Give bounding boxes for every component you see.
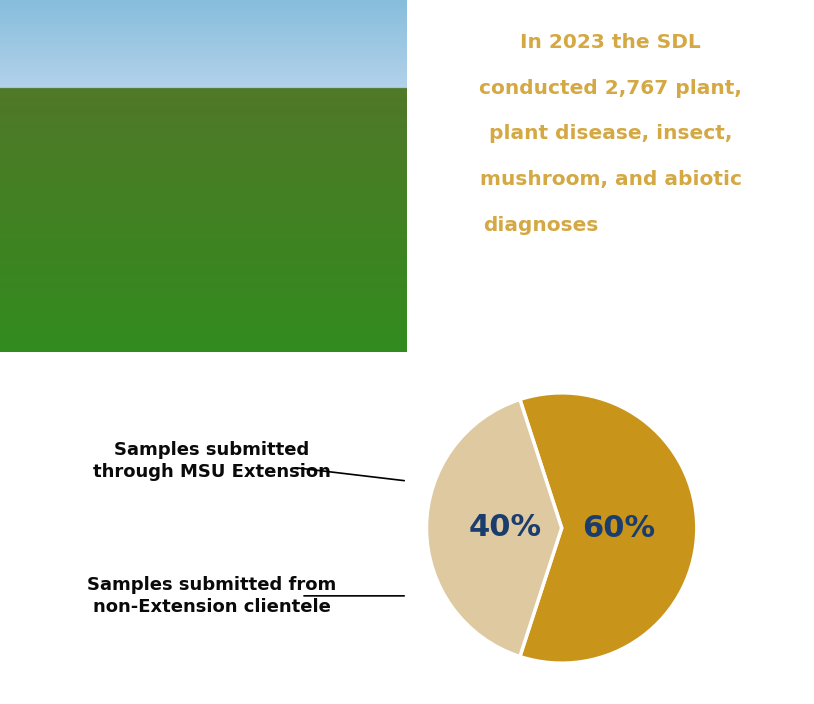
Text: Montana counties and: Montana counties and [498, 265, 723, 284]
Text: in all 56: in all 56 [606, 216, 693, 234]
Text: Samples submitted
through MSU Extension: Samples submitted through MSU Extension [93, 441, 330, 481]
Wedge shape [520, 393, 697, 663]
Wedge shape [427, 399, 562, 657]
Text: 60%: 60% [582, 513, 655, 543]
Text: In 2023 the SDL: In 2023 the SDL [520, 33, 701, 51]
Text: Samples submitted from
non-Extension clientele: Samples submitted from non-Extension cli… [87, 576, 336, 616]
Text: diagnoses: diagnoses [483, 216, 598, 234]
Text: four additional states: four additional states [503, 311, 718, 329]
Text: mushroom, and abiotic: mushroom, and abiotic [479, 170, 742, 189]
Text: 40%: 40% [468, 513, 541, 543]
Text: plant disease, insect,: plant disease, insect, [489, 125, 732, 143]
Text: conducted 2,767 plant,: conducted 2,767 plant, [479, 79, 742, 97]
